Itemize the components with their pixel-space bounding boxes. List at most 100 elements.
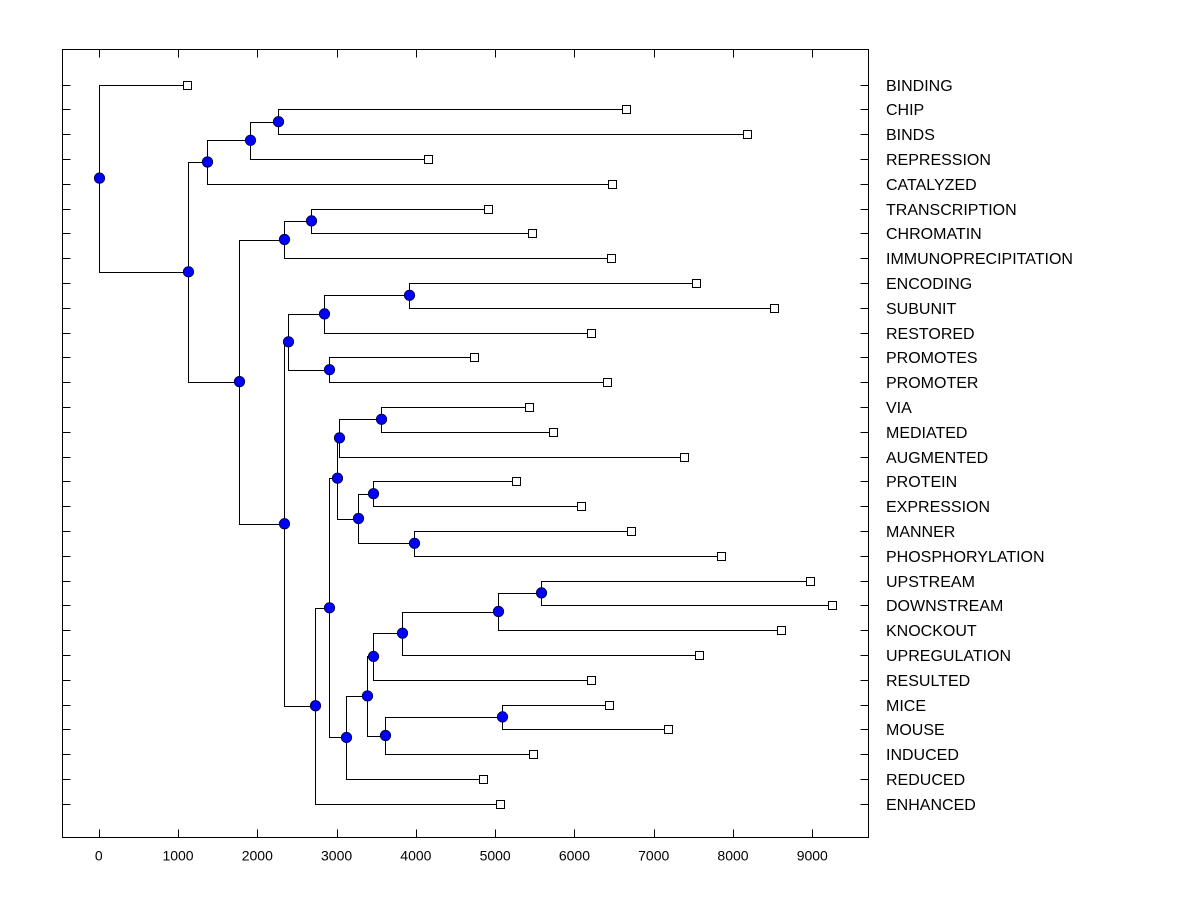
- leaf-label: PROTEIN: [886, 474, 957, 491]
- cluster-node: [331, 472, 344, 484]
- dendrogram-link: [99, 178, 188, 273]
- cluster-node: [403, 289, 416, 301]
- leaf-marker: [525, 403, 534, 412]
- leaf-label: VIA: [886, 400, 912, 417]
- dendrogram-link: [358, 518, 415, 544]
- leaf-label: ENHANCED: [886, 797, 976, 814]
- dendrogram-link: [324, 295, 410, 314]
- leaf-marker: [183, 81, 192, 90]
- leaf-marker: [828, 601, 837, 610]
- leaf-label: PROMOTER: [886, 375, 978, 392]
- cluster-node: [361, 690, 374, 702]
- dendrogram-link: [381, 419, 554, 433]
- leaf-marker: [627, 527, 636, 536]
- dendrogram-link: [373, 481, 517, 494]
- leaf-marker: [529, 750, 538, 759]
- dendrogram-link: [284, 221, 312, 240]
- dendrogram-link: [329, 357, 475, 370]
- cluster-node: [305, 215, 318, 227]
- leaf-marker: [496, 800, 505, 809]
- dendrogram-link: [367, 695, 386, 737]
- x-tick-label: 0: [95, 848, 103, 864]
- leaf-markers: [183, 81, 837, 809]
- leaf-label: MOUSE: [886, 722, 945, 739]
- leaf-label: MICE: [886, 698, 926, 715]
- dendrogram-link: [311, 209, 489, 221]
- cluster-node: [396, 627, 409, 639]
- dendrogram-link: [207, 162, 613, 185]
- leaf-marker: [607, 254, 616, 263]
- leaf-marker: [549, 428, 558, 437]
- dendrogram-link: [288, 341, 330, 371]
- cluster-node: [318, 308, 331, 320]
- dendrogram-link: [498, 593, 542, 612]
- leaf-label: BINDING: [886, 78, 953, 95]
- dendrogram-link: [339, 419, 382, 438]
- leaf-marker: [528, 229, 537, 238]
- dendrogram-link: [385, 717, 503, 736]
- x-tick-label: 1000: [162, 848, 193, 864]
- cluster-node: [244, 134, 257, 146]
- dendrogram-link: [284, 239, 612, 259]
- cluster-node: [182, 266, 195, 278]
- dendrogram-link: [329, 478, 337, 608]
- dendrogram-link: [329, 369, 608, 383]
- dendrogram-link: [373, 656, 592, 681]
- dendrogram-link: [188, 162, 207, 272]
- dendrogram-link: [541, 592, 832, 606]
- dendrogram-link: [315, 705, 501, 805]
- leaf-label: CHIP: [886, 102, 924, 119]
- dendrogram-link: [250, 140, 429, 160]
- cluster-node: [375, 413, 388, 425]
- dendrogram-link: [414, 543, 721, 557]
- x-tick-label: 3000: [321, 848, 352, 864]
- leaf-label: INDUCED: [886, 747, 959, 764]
- cluster-node: [278, 518, 291, 530]
- leaf-marker: [587, 329, 596, 338]
- dendrogram-link: [367, 656, 374, 696]
- dendrogram-link: [278, 121, 747, 135]
- dendrogram-link: [315, 608, 330, 706]
- dendrogram-link: [385, 735, 534, 755]
- leaf-marker: [622, 105, 631, 114]
- leaf-label: SUBUNIT: [886, 301, 956, 318]
- dendrogram-link: [324, 313, 592, 334]
- leaf-label: AUGMENTED: [886, 450, 988, 467]
- dendrogram-link: [381, 407, 530, 420]
- x-axis-tick-labels: 0 1000 2000 3000 4000 5000 6000 7000 8000 9000: [95, 848, 828, 864]
- leaf-label: IMMUNOPRECIPITATION: [886, 251, 1073, 268]
- x-tick-label: 7000: [638, 848, 669, 864]
- plot-frame: [62, 49, 869, 838]
- dendrogram-link: [188, 271, 239, 383]
- leaf-marker: [717, 552, 726, 561]
- leaf-marker: [484, 205, 493, 214]
- leaf-labels: BINDING CHIP BINDS REPRESSION CATALYZED TRANS…: [886, 78, 1073, 814]
- dendrogram-link: [239, 381, 285, 525]
- leaf-marker: [777, 626, 786, 635]
- leaf-label: TRANSCRIPTION: [886, 202, 1017, 219]
- dendrogram-link: [278, 109, 627, 122]
- dendrogram-link: [541, 581, 810, 593]
- dendrogram-links: [99, 85, 832, 805]
- x-tick-label: 6000: [559, 848, 590, 864]
- x-tick-label: 5000: [480, 848, 511, 864]
- leaf-marker: [577, 502, 586, 511]
- leaf-label: UPSTREAM: [886, 574, 975, 591]
- cluster-node: [352, 512, 365, 525]
- leaf-marker: [424, 155, 433, 164]
- dendrogram-link: [284, 523, 316, 707]
- axis-ticks: [62, 49, 869, 838]
- leaf-label: PROMOTES: [886, 350, 978, 367]
- cluster-node: [340, 731, 353, 744]
- leaf-label: KNOCKOUT: [886, 623, 977, 640]
- leaf-label: UPREGULATION: [886, 648, 1011, 665]
- leaf-marker: [806, 577, 815, 586]
- leaf-label: CATALYZED: [886, 177, 977, 194]
- cluster-node: [93, 172, 106, 184]
- dendrogram-link: [414, 531, 632, 544]
- leaf-marker: [664, 725, 673, 734]
- leaf-marker: [770, 304, 779, 313]
- dendrogram-link: [373, 633, 403, 657]
- x-tick-label: 8000: [717, 848, 748, 864]
